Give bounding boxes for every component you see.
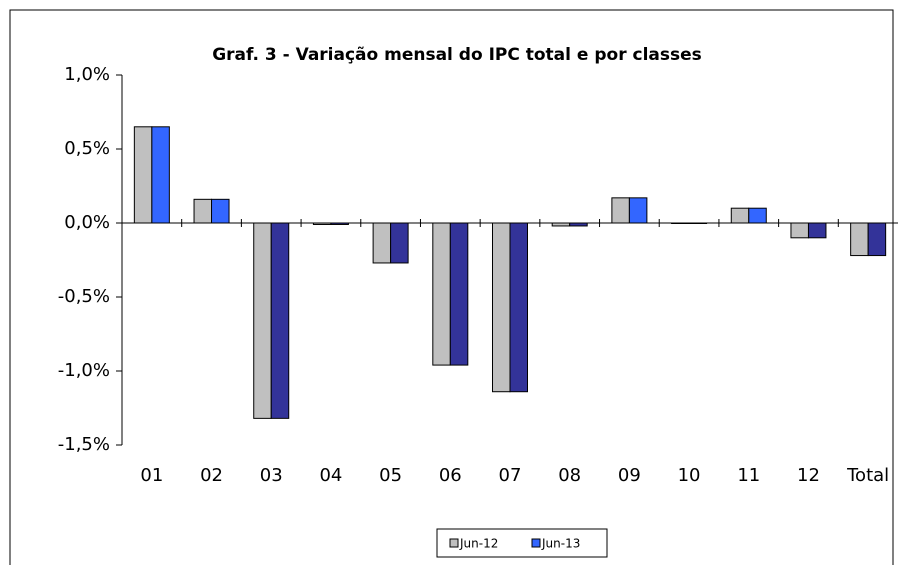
bar — [390, 222, 409, 264]
x-tick-label: 04 — [319, 465, 342, 486]
bar — [492, 222, 511, 393]
x-tick-label: 03 — [260, 465, 283, 486]
x-tick-label: 12 — [797, 465, 820, 486]
legend-swatch — [531, 538, 541, 548]
bar — [730, 207, 750, 224]
legend-label: Jun-12 — [459, 537, 498, 551]
bar — [850, 222, 869, 257]
x-tick-label: 01 — [140, 465, 163, 486]
x-tick-label: 06 — [439, 465, 462, 486]
x-tick-label: 08 — [558, 465, 581, 486]
x-tick-label: 11 — [737, 465, 760, 486]
x-tick-label: 07 — [499, 465, 522, 486]
bar — [193, 198, 213, 224]
bar — [611, 197, 630, 224]
x-tick-label: 05 — [379, 465, 402, 486]
bar — [509, 222, 528, 393]
y-tick-label: -1,0% — [58, 360, 110, 381]
bar — [867, 222, 887, 257]
chart-border — [9, 9, 894, 565]
bar — [807, 222, 827, 239]
y-tick-label: 1,0% — [64, 64, 110, 85]
legend-box — [436, 528, 608, 558]
x-tick-label: 10 — [678, 465, 701, 486]
x-tick-label: Total — [846, 465, 889, 486]
y-tick-label: 0,0% — [64, 212, 110, 233]
x-tick-label: 09 — [618, 465, 641, 486]
bar — [790, 222, 809, 239]
bar — [372, 222, 392, 264]
legend-label: Jun-13 — [541, 537, 580, 551]
bar — [151, 126, 170, 224]
bar — [253, 222, 272, 419]
x-tick-label: 02 — [200, 465, 223, 486]
chart-title: Graf. 3 - Variação mensal do IPC total e… — [212, 45, 702, 65]
legend-swatch — [449, 538, 459, 548]
bar — [211, 198, 230, 224]
bar — [748, 207, 767, 224]
bar — [628, 197, 648, 224]
bar — [432, 222, 451, 366]
y-tick-label: 0,5% — [64, 138, 110, 159]
bar — [133, 126, 153, 224]
y-tick-label: -1,5% — [58, 434, 110, 455]
bar — [449, 222, 469, 366]
bar — [270, 222, 290, 419]
y-tick-label: -0,5% — [58, 286, 110, 307]
